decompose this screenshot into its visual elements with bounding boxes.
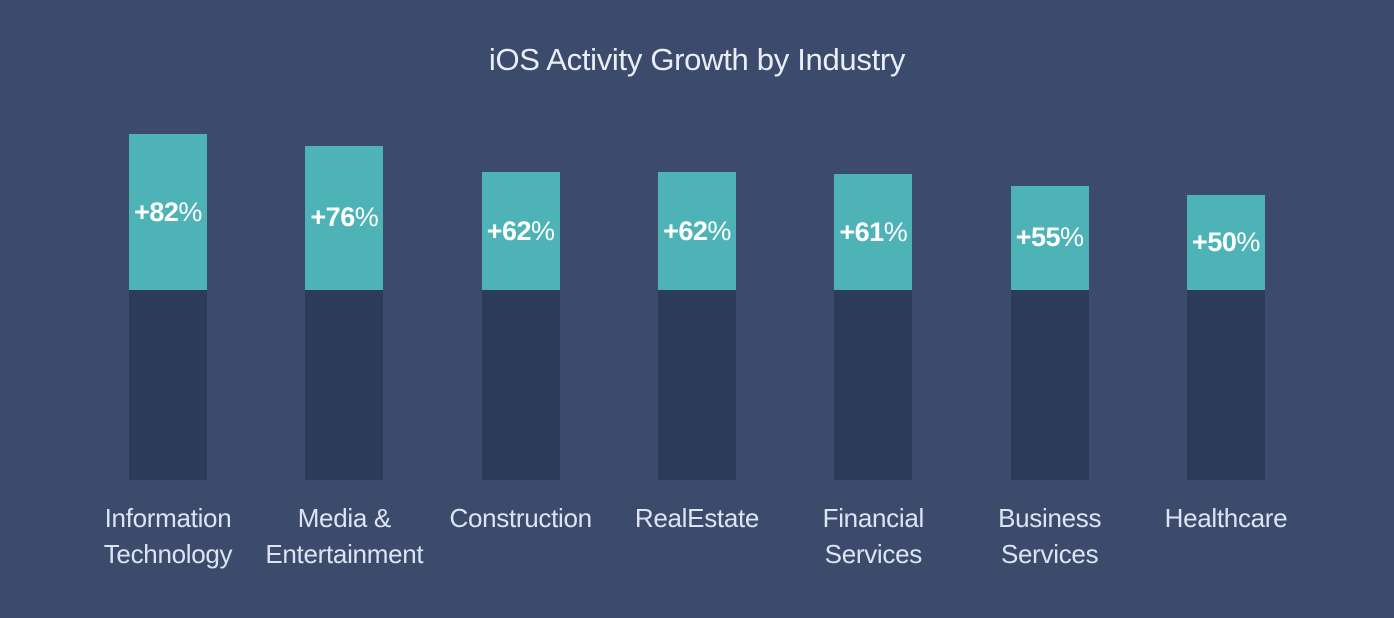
bar-column: +76% <box>264 145 424 480</box>
growth-segment: +76% <box>305 145 384 290</box>
bar: +62% <box>657 172 736 480</box>
category-label: Information Technology <box>88 500 248 572</box>
bar: +82% <box>129 134 207 480</box>
bar: +76% <box>305 145 384 480</box>
baseline-segment <box>1186 290 1265 480</box>
growth-segment: +50% <box>1186 195 1265 290</box>
category-label-line: Financial <box>822 503 925 533</box>
bar-value-label: +61% <box>839 216 908 247</box>
bar: +61% <box>834 174 913 480</box>
category-label-line: Services <box>824 539 923 569</box>
bar-column: +50% <box>1146 195 1306 480</box>
category-label: Financial Services <box>793 500 953 572</box>
bar-value-label: +50% <box>1192 227 1260 257</box>
bar-column: +55% <box>970 185 1130 480</box>
category-label-line: Construction <box>449 503 592 533</box>
category-label-line: Entertainment <box>265 539 424 569</box>
category-axis: Information Technology Media & Entertainmen… <box>0 500 1394 572</box>
baseline-segment <box>481 290 560 480</box>
bar-value-label: +62% <box>486 215 555 246</box>
bar: +50% <box>1186 195 1265 480</box>
bar-value-label: +62% <box>663 215 731 246</box>
category-label: Media & Entertainment <box>264 500 424 572</box>
growth-segment: +62% <box>481 172 560 290</box>
category-label: Business Services <box>970 500 1130 572</box>
chart-title: iOS Activity Growth by Industry <box>488 42 906 77</box>
bar: +62% <box>481 172 560 480</box>
category-label-line: Healthcare <box>1164 503 1288 533</box>
bar-value-label: +76% <box>310 202 379 233</box>
growth-segment: +55% <box>1010 185 1089 290</box>
bar-chart-area: +82% +76% +62% +62% +61% +55% +50% <box>88 134 1306 480</box>
baseline-segment <box>129 290 207 480</box>
growth-segment: +61% <box>834 174 913 290</box>
bar-value-label: +82% <box>134 196 202 227</box>
category-label-line: Business <box>998 503 1102 533</box>
growth-segment: +62% <box>657 172 736 290</box>
bar-column: +61% <box>793 174 953 480</box>
bar-column: +62% <box>441 172 601 480</box>
baseline-segment <box>657 290 736 480</box>
bar-column: +62% <box>617 172 777 480</box>
bar: +55% <box>1010 185 1089 480</box>
bar-value-label: +55% <box>1015 222 1084 253</box>
category-label: Healthcare <box>1146 500 1306 572</box>
category-label-line: Media & <box>297 503 392 533</box>
growth-segment: +82% <box>129 134 207 290</box>
category-label-line: Information <box>104 503 232 533</box>
category-label-line: Services <box>1000 539 1099 569</box>
category-label: Construction <box>441 500 601 572</box>
baseline-segment <box>1010 290 1089 480</box>
category-label-line: RealEstate <box>634 503 760 533</box>
category-label-line: Technology <box>103 539 233 569</box>
bar-column: +82% <box>88 134 248 480</box>
baseline-segment <box>305 290 384 480</box>
baseline-segment <box>834 290 913 480</box>
category-label: RealEstate <box>617 500 777 572</box>
